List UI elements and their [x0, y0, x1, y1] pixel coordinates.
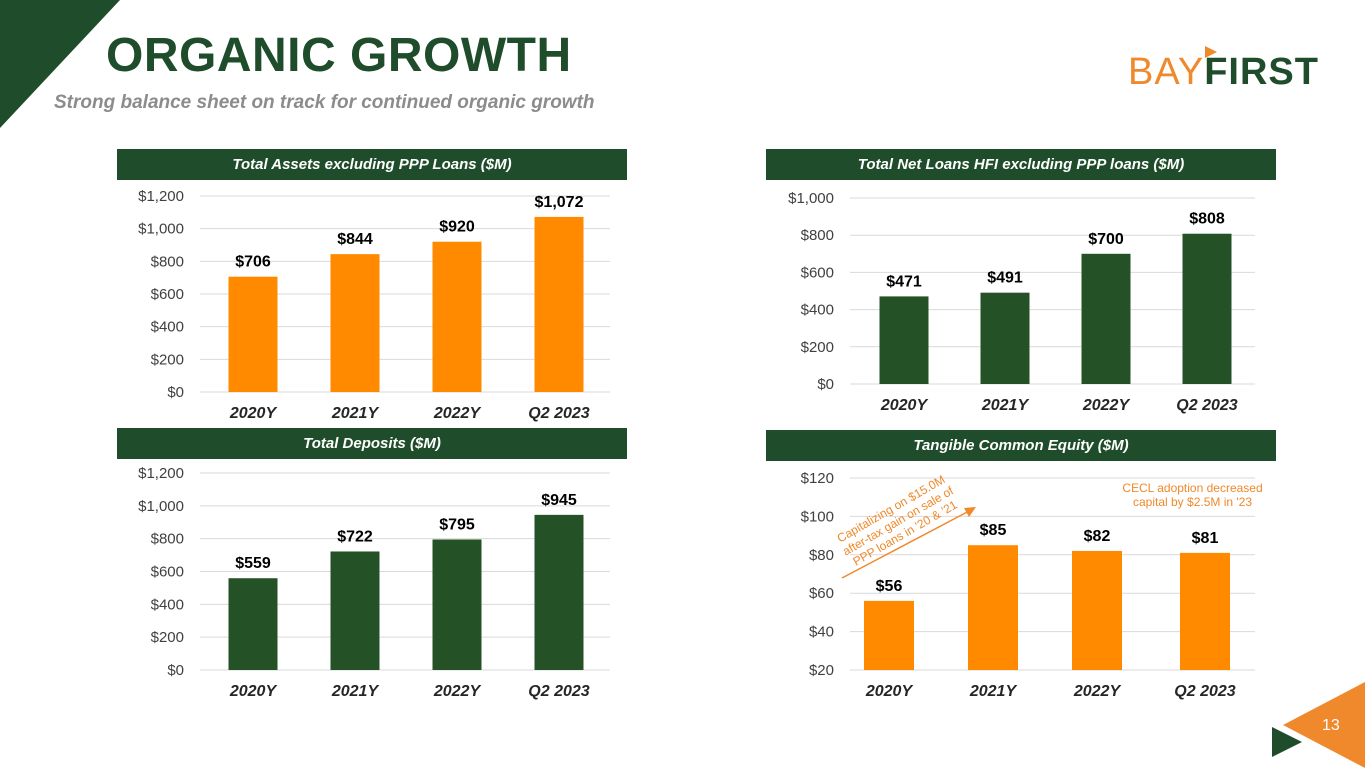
ytick-label-equity: $20: [809, 662, 834, 679]
ytick-label-deposits: $800: [151, 531, 184, 548]
ytick-label-loans: $0: [817, 376, 834, 393]
ytick-label-assets: $0: [167, 384, 184, 401]
footer-green-triangle: [1272, 727, 1302, 757]
ytick-label-assets: $1,200: [138, 188, 184, 205]
ytick-label-deposits: $0: [167, 662, 184, 679]
value-label-equity: $81: [1192, 530, 1219, 547]
bar-assets: [432, 241, 482, 392]
ytick-label-loans: $400: [801, 302, 834, 319]
ytick-label-assets: $600: [151, 286, 184, 303]
value-label-loans: $808: [1189, 211, 1225, 228]
value-label-equity: $85: [980, 522, 1007, 539]
bar-loans: [980, 292, 1030, 384]
category-label-loans: Q2 2023: [1176, 397, 1237, 414]
category-label-assets: 2021Y: [331, 405, 380, 422]
bar-equity: [1180, 552, 1230, 670]
bar-loans: [1081, 253, 1131, 384]
category-label-equity: 2021Y: [969, 683, 1018, 700]
ytick-label-equity: $60: [809, 585, 834, 602]
bar-equity: [864, 600, 914, 670]
ytick-label-deposits: $1,200: [138, 465, 184, 482]
chart-title-total-assets: Total Assets excluding PPP Loans ($M): [117, 149, 627, 180]
chart-title-total-deposits: Total Deposits ($M): [117, 428, 627, 459]
bar-assets: [330, 254, 380, 392]
bar-loans: [879, 296, 929, 384]
logo-part-first: FIRST: [1204, 51, 1319, 93]
category-label-assets: Q2 2023: [528, 405, 589, 422]
ytick-label-loans: $200: [801, 339, 834, 356]
annotation-arrow-line: [841, 509, 972, 579]
page-title: ORGANIC GROWTH: [106, 29, 572, 82]
ytick-label-loans: $1,000: [788, 190, 834, 207]
category-label-deposits: 2020Y: [229, 683, 278, 700]
logo-part-bay: BAY: [1128, 51, 1205, 93]
value-label-loans: $471: [886, 273, 922, 290]
value-label-assets: $1,072: [535, 194, 584, 211]
ytick-label-deposits: $200: [151, 629, 184, 646]
ytick-label-equity: $100: [801, 508, 834, 525]
value-label-deposits: $722: [337, 528, 373, 545]
value-label-deposits: $795: [439, 516, 475, 533]
ytick-label-equity: $80: [809, 547, 834, 564]
page-number: 13: [1322, 717, 1340, 734]
ytick-label-deposits: $1,000: [138, 498, 184, 515]
value-label-assets: $920: [439, 219, 475, 236]
bar-assets: [534, 216, 584, 392]
ytick-label-assets: $200: [151, 351, 184, 368]
bar-equity: [968, 545, 1018, 670]
bayfirst-logo: BAYFIRST: [1128, 50, 1319, 94]
annotation-arrow-head: [964, 507, 976, 517]
bar-equity: [1072, 550, 1122, 670]
bar-deposits: [534, 514, 584, 670]
ytick-label-deposits: $400: [151, 596, 184, 613]
value-label-equity: $56: [876, 578, 903, 595]
ytick-label-equity: $120: [801, 470, 834, 487]
bar-assets: [228, 276, 278, 392]
category-label-equity: Q2 2023: [1174, 683, 1235, 700]
chart-title-net-loans: Total Net Loans HFI excluding PPP loans …: [766, 149, 1276, 180]
page-subtitle: Strong balance sheet on track for contin…: [54, 92, 595, 113]
bar-deposits: [228, 578, 278, 670]
bar-deposits: [432, 539, 482, 670]
annotation-cecl: CECL adoption decreased capital by $2.5M…: [1122, 481, 1263, 509]
value-label-deposits: $559: [235, 555, 271, 572]
category-label-deposits: 2021Y: [331, 683, 380, 700]
ytick-label-deposits: $600: [151, 564, 184, 581]
value-label-loans: $700: [1088, 231, 1124, 248]
chart-title-tangible-equity: Tangible Common Equity ($M): [766, 430, 1276, 461]
ytick-label-assets: $800: [151, 253, 184, 270]
value-label-assets: $844: [337, 231, 373, 248]
category-label-assets: 2022Y: [433, 405, 482, 422]
category-label-loans: 2022Y: [1082, 397, 1131, 414]
ytick-label-loans: $800: [801, 227, 834, 244]
category-label-equity: 2022Y: [1073, 683, 1122, 700]
category-label-deposits: 2022Y: [433, 683, 482, 700]
category-label-deposits: Q2 2023: [528, 683, 589, 700]
category-label-equity: 2020Y: [865, 683, 914, 700]
category-label-loans: 2021Y: [981, 397, 1030, 414]
ytick-label-equity: $40: [809, 624, 834, 641]
ytick-label-loans: $600: [801, 264, 834, 281]
ytick-label-assets: $400: [151, 319, 184, 336]
ytick-label-assets: $1,000: [138, 221, 184, 238]
bar-deposits: [330, 551, 380, 670]
corner-decoration: [0, 0, 120, 128]
value-label-assets: $706: [235, 254, 271, 271]
bar-loans: [1182, 233, 1232, 384]
value-label-deposits: $945: [541, 492, 577, 509]
value-label-loans: $491: [987, 270, 1023, 287]
value-label-equity: $82: [1084, 528, 1111, 545]
logo-arrow-icon: [1205, 46, 1217, 58]
category-label-assets: 2020Y: [229, 405, 278, 422]
category-label-loans: 2020Y: [880, 397, 929, 414]
